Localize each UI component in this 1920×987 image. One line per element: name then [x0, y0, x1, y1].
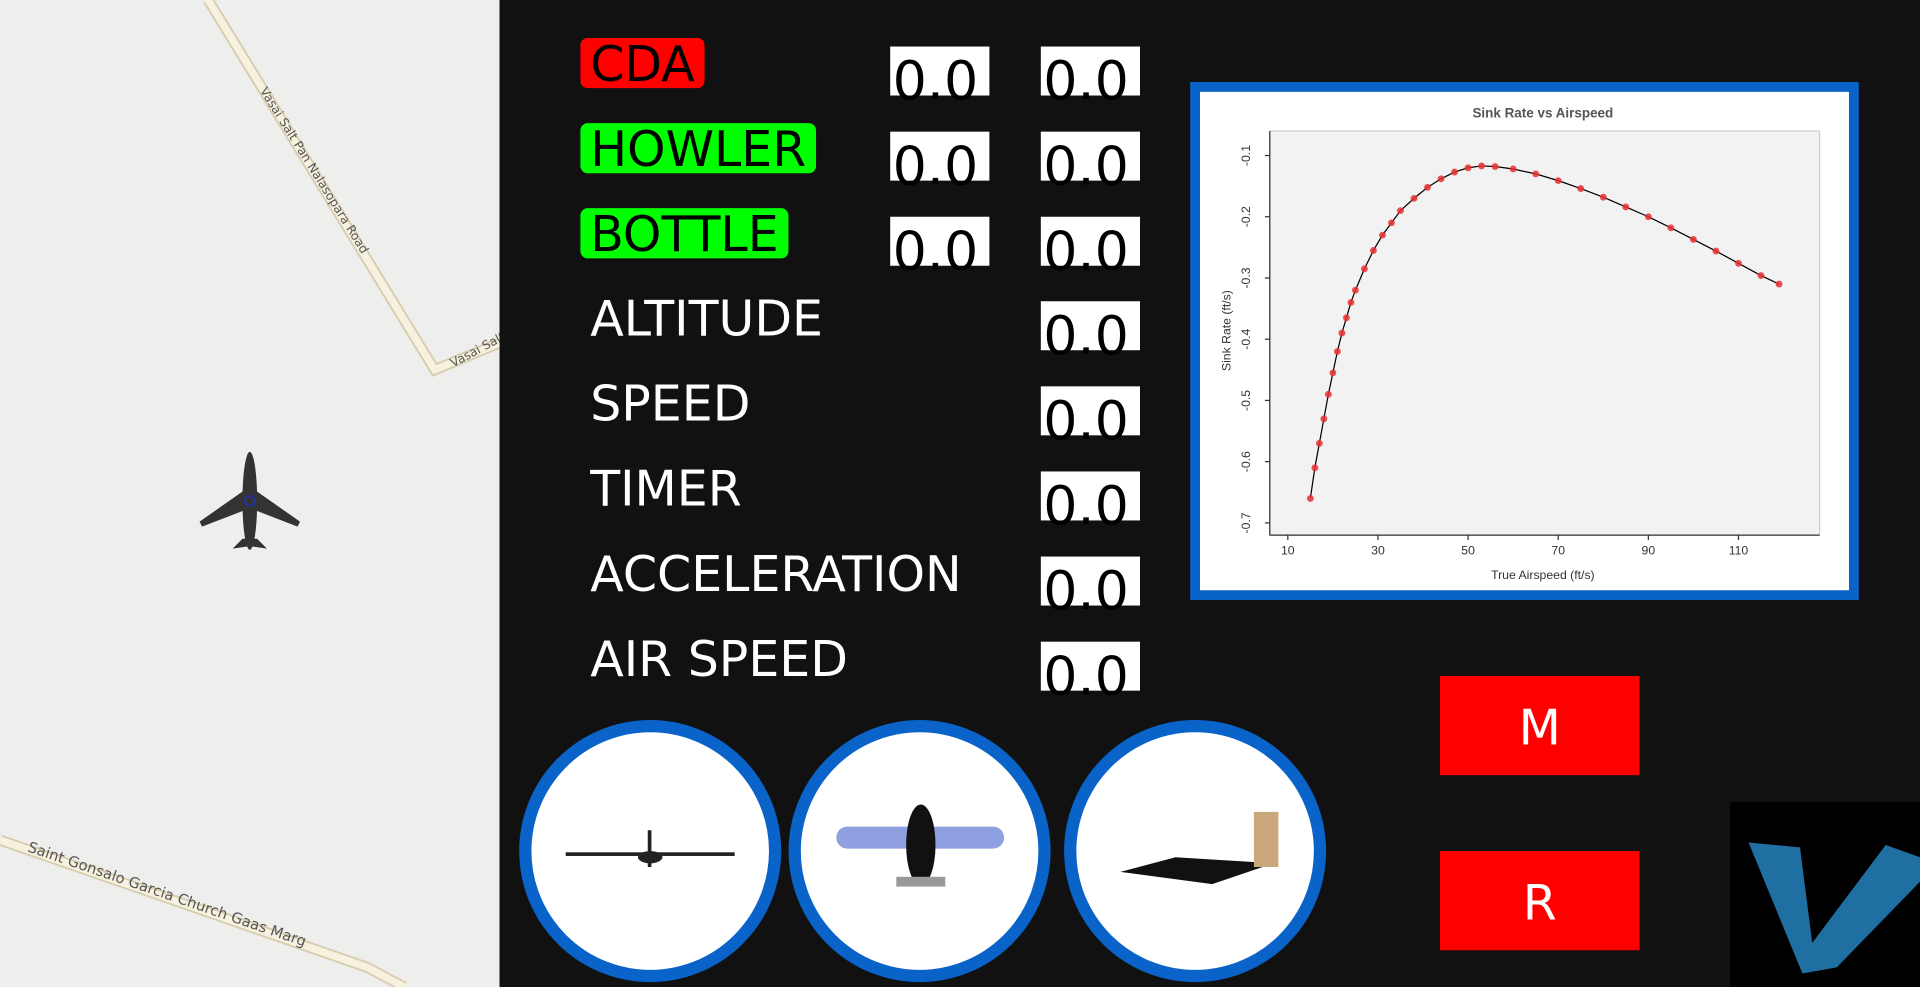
data-point [1329, 369, 1337, 377]
data-point [1644, 213, 1652, 221]
data-point [1577, 185, 1585, 193]
data-point [1370, 246, 1377, 254]
y-tick-label: -0.6 [1239, 451, 1253, 472]
data-point [1464, 164, 1472, 172]
data-point [1735, 259, 1742, 267]
x-tick-label: 110 [1729, 544, 1749, 558]
value-text: 0.0 [893, 134, 979, 197]
x-tick-label: 30 [1371, 544, 1385, 558]
data-point [1311, 464, 1319, 472]
y-tick-label: -0.2 [1239, 206, 1253, 227]
data-point [1712, 247, 1720, 255]
value-text: 0.0 [1043, 644, 1129, 707]
status-indicator [580, 208, 789, 259]
road [205, 0, 502, 375]
data-point [1757, 272, 1765, 279]
status-label: HOWLER [590, 121, 806, 178]
value-text: 0.0 [893, 49, 979, 112]
data-point [1342, 314, 1350, 322]
road [0, 836, 406, 987]
view-buttons [519, 720, 1327, 983]
value-text: 0.0 [1043, 134, 1129, 197]
y-tick-label: -0.4 [1239, 328, 1253, 349]
value-box [1040, 46, 1140, 96]
value-text: 0.0 [1043, 304, 1129, 367]
data-point [1622, 203, 1630, 211]
data-point [1333, 348, 1341, 355]
value-box [890, 46, 990, 96]
status-indicator [580, 123, 817, 174]
value-box [1040, 556, 1140, 606]
data-point [1532, 170, 1540, 178]
value-box [1040, 216, 1140, 266]
data-point [1351, 286, 1359, 294]
value-box [1040, 641, 1140, 691]
data-point [1338, 329, 1346, 337]
data-point [1554, 177, 1562, 185]
readout-label: AIR SPEED [590, 631, 848, 688]
data-point [1388, 219, 1395, 227]
data-point [1437, 175, 1445, 183]
y-tick-label: -0.5 [1239, 390, 1253, 411]
value-box [890, 131, 990, 181]
fit-line [1309, 165, 1780, 499]
x-tick-label: 50 [1461, 544, 1475, 558]
data-point [1491, 163, 1499, 170]
value-text: 0.0 [1043, 474, 1129, 537]
data-point [1320, 415, 1328, 423]
button-label: M [1519, 700, 1561, 757]
status-indicator [580, 37, 705, 89]
y-axis-label: Sink Rate (ft/s) [1220, 290, 1234, 371]
value-text: 0.0 [1043, 389, 1129, 452]
data-point [1424, 183, 1431, 191]
value-box [1040, 386, 1140, 436]
data-point [1509, 165, 1517, 173]
data-point [1478, 162, 1486, 170]
readout-label: SPEED [590, 376, 750, 433]
readout-label: TIMER [589, 461, 742, 518]
data-point [1689, 235, 1697, 243]
logo-mark [1748, 842, 1920, 974]
data-point [1775, 280, 1783, 288]
value-text: 0.0 [1043, 219, 1129, 282]
control-button[interactable] [1440, 675, 1640, 776]
x-tick-label: 10 [1281, 544, 1295, 558]
data-point [1451, 168, 1458, 176]
control-button[interactable] [1440, 851, 1640, 951]
data-point [1410, 194, 1418, 202]
data-point [1306, 494, 1314, 502]
x-axis-label: True Airspeed (ft/s) [1491, 568, 1595, 582]
data-point [1667, 224, 1675, 232]
value-box [1040, 131, 1140, 181]
data-point [1379, 231, 1386, 239]
value-box [890, 216, 990, 266]
readout-label: ACCELERATION [590, 546, 961, 603]
value-box [1040, 471, 1140, 521]
data-point [1361, 265, 1368, 273]
y-tick-label: -0.3 [1239, 267, 1253, 288]
value-text: 0.0 [893, 219, 979, 282]
y-tick-label: -0.7 [1239, 512, 1253, 533]
data-point [1397, 207, 1404, 215]
plot-area [1269, 130, 1821, 536]
button-label: R [1523, 875, 1557, 932]
value-box [1040, 301, 1140, 351]
y-tick-label: -0.1 [1239, 145, 1253, 166]
x-tick-label: 90 [1642, 544, 1656, 558]
value-text: 0.0 [1043, 559, 1129, 622]
chart-title: Sink Rate vs Airspeed [1472, 106, 1613, 121]
aircraft-marker[interactable] [199, 451, 300, 550]
readout-label: ALTITUDE [590, 291, 823, 348]
data-point [1324, 390, 1332, 398]
x-tick-label: 70 [1551, 544, 1565, 558]
side-view[interactable] [1064, 720, 1327, 983]
data-point [1315, 439, 1323, 447]
data-point [1599, 193, 1607, 201]
status-label: BOTTLE [590, 206, 778, 263]
status-label: CDA [590, 36, 695, 93]
value-text: 0.0 [1043, 49, 1129, 112]
data-point [1347, 299, 1355, 306]
